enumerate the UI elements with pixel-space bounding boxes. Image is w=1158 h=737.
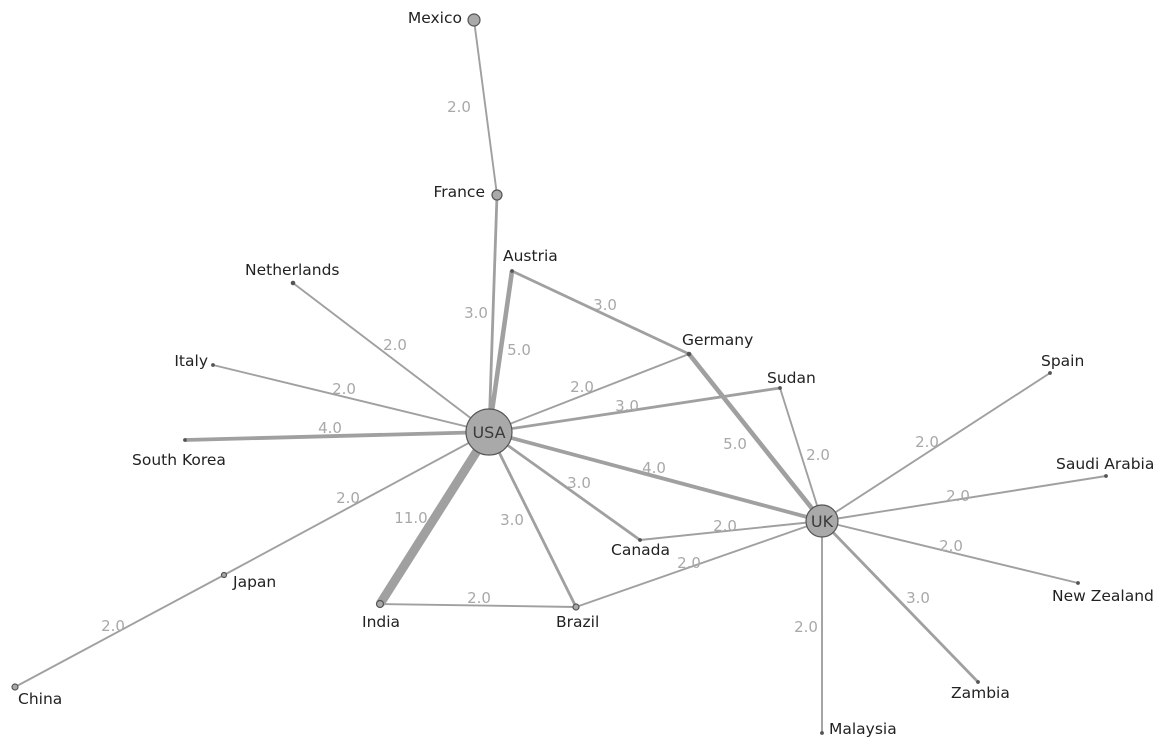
node-usa: [465, 408, 513, 456]
edge-label-uk-new-zealand: 2.0: [939, 537, 963, 555]
node-france: [491, 189, 503, 201]
edge-india-brazil: [379, 603, 577, 608]
edge-germany-uk: [687, 352, 824, 523]
node-labels-layer: Mexico France Austria Netherlands Italy South…: [18, 9, 1154, 737]
node-china: [11, 683, 19, 691]
node-label-malaysia: Malaysia: [829, 720, 897, 737]
edge-label-south-korea-usa: 4.0: [318, 419, 342, 437]
edge-italy-usa: [212, 364, 490, 433]
node-label-brazil: Brazil: [556, 613, 599, 631]
edge-label-canada-uk: 2.0: [713, 517, 737, 535]
edge-usa-uk: [488, 430, 823, 523]
edge-austria-usa: [486, 270, 515, 433]
edge-labels-layer: 2.0 3.0 5.0 3.0 2.0 2.0 4.0 2.0 3.0 4.0 3.0 3.0 11.0…: [101, 98, 970, 636]
edge-austria-germany: [511, 269, 690, 356]
node-canada: [638, 538, 642, 542]
node-germany: [686, 351, 692, 357]
node-sudan: [778, 386, 782, 390]
node-south-korea: [183, 438, 187, 442]
node-malaysia: [820, 731, 824, 735]
edge-label-sudan-uk: 2.0: [806, 446, 830, 464]
edge-uk-new-zealand: [821, 520, 1079, 584]
node-label-italy: Italy: [174, 352, 208, 370]
node-label-spain: Spain: [1041, 352, 1084, 370]
edge-label-italy-usa: 2.0: [332, 380, 356, 398]
edge-label-usa-sudan: 3.0: [615, 397, 639, 415]
node-label-india: India: [362, 613, 400, 631]
edge-france-usa: [487, 194, 499, 433]
node-brazil: [572, 603, 580, 611]
node-uk: [805, 504, 839, 538]
edge-mexico-france: [473, 19, 498, 196]
node-label-canada: Canada: [611, 541, 670, 559]
edge-label-brazil-uk: 2.0: [677, 554, 701, 572]
edge-label-uk-zambia: 3.0: [906, 589, 930, 607]
edge-label-usa-brazil: 3.0: [500, 511, 524, 529]
edge-uk-saudi-arabia: [821, 475, 1107, 522]
edge-label-uk-malaysia: 2.0: [794, 618, 818, 636]
edge-usa-japan: [223, 431, 490, 576]
node-label-usa: USA: [472, 423, 505, 442]
node-label-france: France: [433, 183, 485, 201]
edge-label-usa-uk: 4.0: [642, 459, 666, 477]
node-austria: [510, 269, 514, 273]
edge-label-france-usa: 3.0: [464, 304, 488, 322]
edge-south-korea-usa: [184, 430, 490, 442]
edge-label-mexico-france: 2.0: [447, 98, 471, 116]
edge-usa-india: [376, 429, 493, 607]
edge-label-uk-saudi-arabia: 2.0: [946, 487, 970, 505]
edge-label-usa-japan: 2.0: [336, 489, 360, 507]
edge-usa-sudan: [488, 386, 781, 434]
node-label-japan: Japan: [232, 573, 276, 591]
node-mexico: [467, 13, 481, 27]
node-saudi-arabia: [1104, 474, 1108, 478]
edge-usa-germany: [488, 353, 690, 433]
node-label-germany: Germany: [682, 331, 753, 349]
edge-label-india-brazil: 2.0: [467, 589, 491, 607]
edge-canada-uk: [639, 520, 823, 541]
node-label-zambia: Zambia: [951, 684, 1010, 702]
edge-label-austria-germany: 3.0: [593, 296, 617, 314]
edge-label-netherlands-usa: 2.0: [383, 336, 407, 354]
edge-label-austria-usa: 5.0: [507, 341, 531, 359]
node-label-netherlands: Netherlands: [245, 261, 339, 279]
edge-brazil-uk: [575, 520, 823, 608]
node-label-sudan: Sudan: [767, 369, 816, 387]
node-label-uk: UK: [811, 512, 834, 531]
edge-label-usa-canada: 3.0: [567, 474, 591, 492]
edge-label-usa-india: 11.0: [394, 509, 427, 527]
node-india: [375, 599, 385, 609]
node-label-austria: Austria: [503, 247, 558, 265]
node-label-china: China: [18, 690, 62, 708]
node-zambia: [976, 680, 980, 684]
edge-label-uk-spain: 2.0: [915, 433, 939, 451]
edge-uk-zambia: [820, 520, 980, 683]
edge-uk-spain: [821, 372, 1051, 522]
edge-label-usa-germany: 2.0: [570, 378, 594, 396]
node-new-zealand: [1076, 581, 1080, 585]
edges-layer: [14, 19, 1107, 733]
edge-label-germany-uk: 5.0: [723, 435, 747, 453]
edge-netherlands-usa: [292, 282, 490, 433]
node-label-mexico: Mexico: [408, 9, 462, 27]
node-label-saudi-arabia: Saudi Arabia: [1056, 455, 1154, 473]
edge-label-japan-china: 2.0: [101, 617, 125, 635]
node-spain: [1048, 371, 1052, 375]
edge-usa-brazil: [487, 431, 578, 608]
edge-usa-canada: [488, 430, 641, 542]
node-label-new-zealand: New Zealand: [1052, 587, 1154, 605]
nodes-layer: [11, 13, 1108, 735]
edge-japan-china: [14, 574, 225, 688]
edge-sudan-uk: [779, 387, 823, 522]
node-japan: [220, 571, 228, 579]
node-label-south-korea: South Korea: [132, 451, 226, 469]
node-italy: [211, 363, 215, 367]
node-netherlands: [290, 280, 296, 286]
